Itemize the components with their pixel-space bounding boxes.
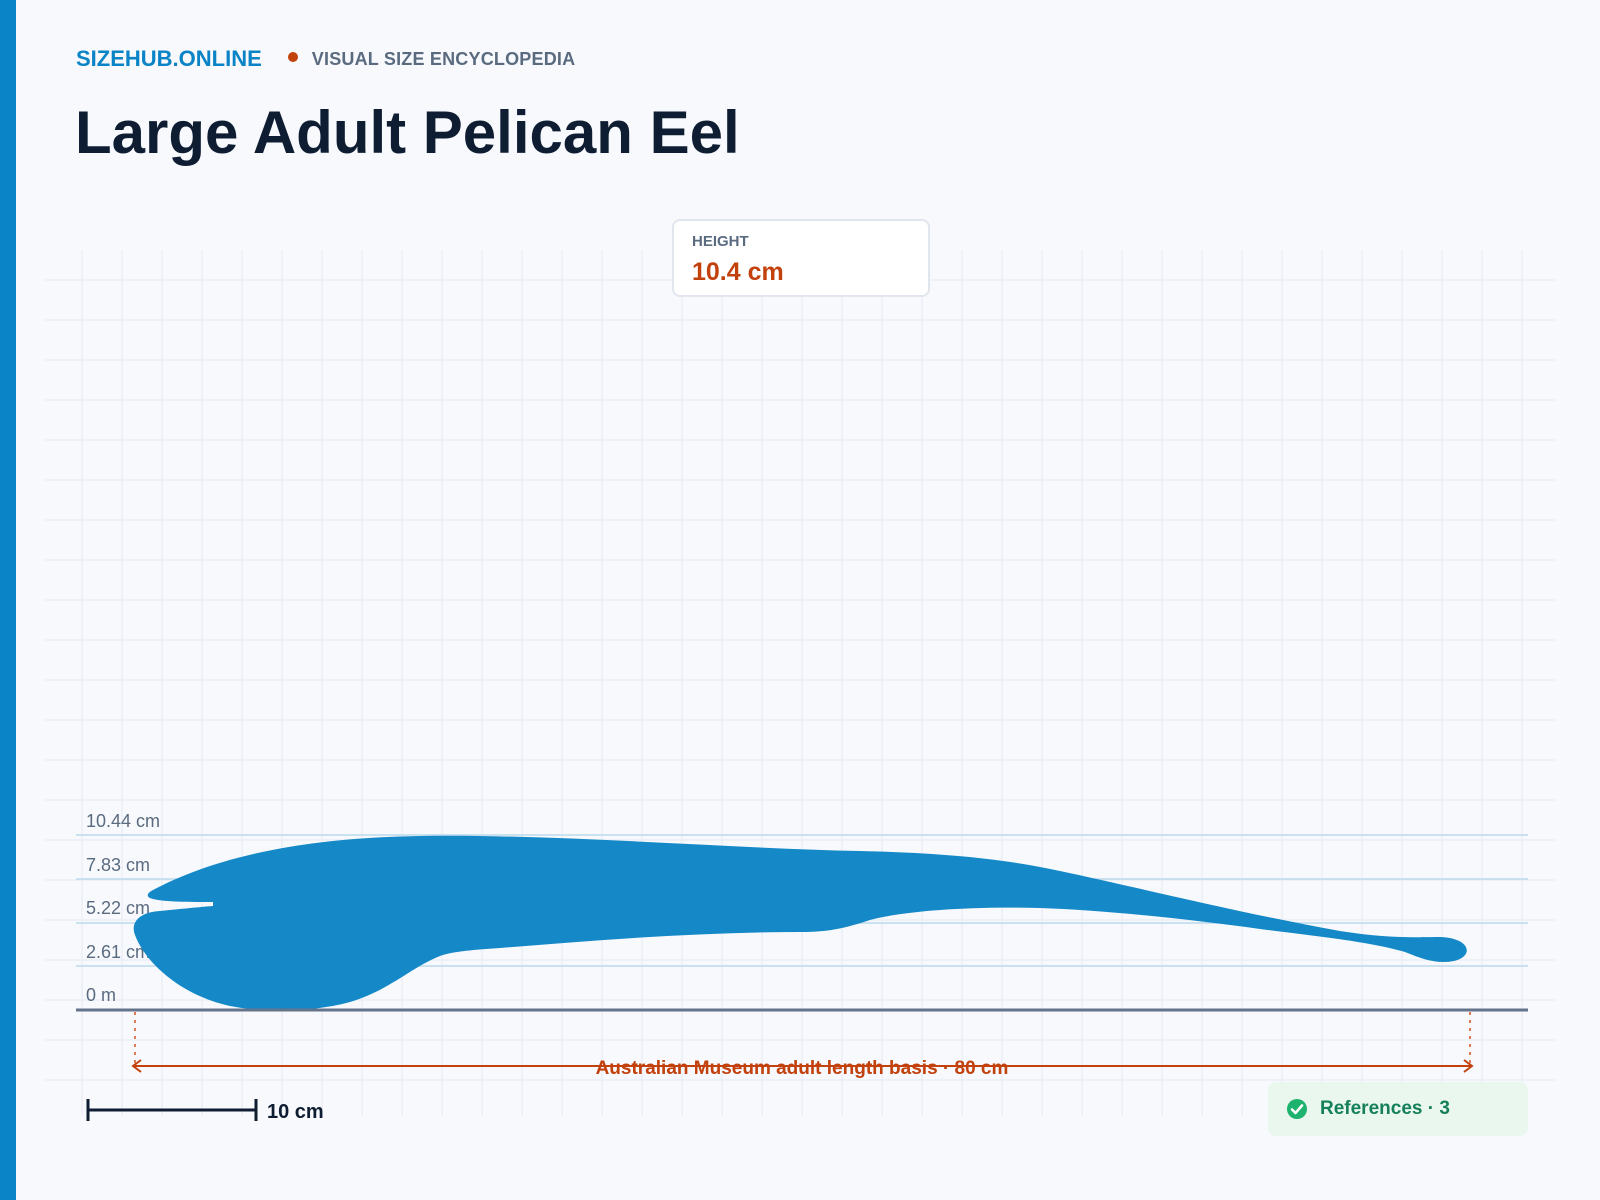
page-title: Large Adult Pelican Eel (75, 99, 740, 166)
height-card: HEIGHT 10.4 cm (672, 219, 930, 297)
brand-row: SIZEHUB.ONLINE VISUAL SIZE ENCYCLOPEDIA (76, 46, 575, 72)
pelican-eel-silhouette (133, 835, 1467, 1011)
length-annotation: Australian Museum adult length basis · 8… (596, 1058, 1009, 1079)
unit-label-3: 7.83 cm (86, 855, 150, 875)
separator-dot (287, 52, 298, 62)
references-button[interactable]: References · 3 (1268, 1082, 1528, 1136)
unit-label-top: 10.44 cm (86, 811, 160, 831)
tagline: VISUAL SIZE ENCYCLOPEDIA (311, 48, 576, 69)
unit-label-1: 2.61 cm (86, 942, 150, 962)
height-value: 10.4 cm (692, 258, 784, 286)
arrowhead-right-icon (1463, 1059, 1474, 1073)
height-label: HEIGHT (692, 233, 749, 250)
scale-bar-label: 10 cm (267, 1101, 324, 1123)
check-circle-icon (1287, 1099, 1307, 1119)
unit-label-zero: 0 m (86, 985, 116, 1005)
arrowhead-left-icon (131, 1059, 142, 1073)
accent-bar (0, 0, 16, 1200)
references-label: References · 3 (1320, 1098, 1450, 1119)
unit-label-2: 5.22 cm (86, 898, 150, 918)
brand-link[interactable]: SIZEHUB.ONLINE (76, 46, 262, 71)
